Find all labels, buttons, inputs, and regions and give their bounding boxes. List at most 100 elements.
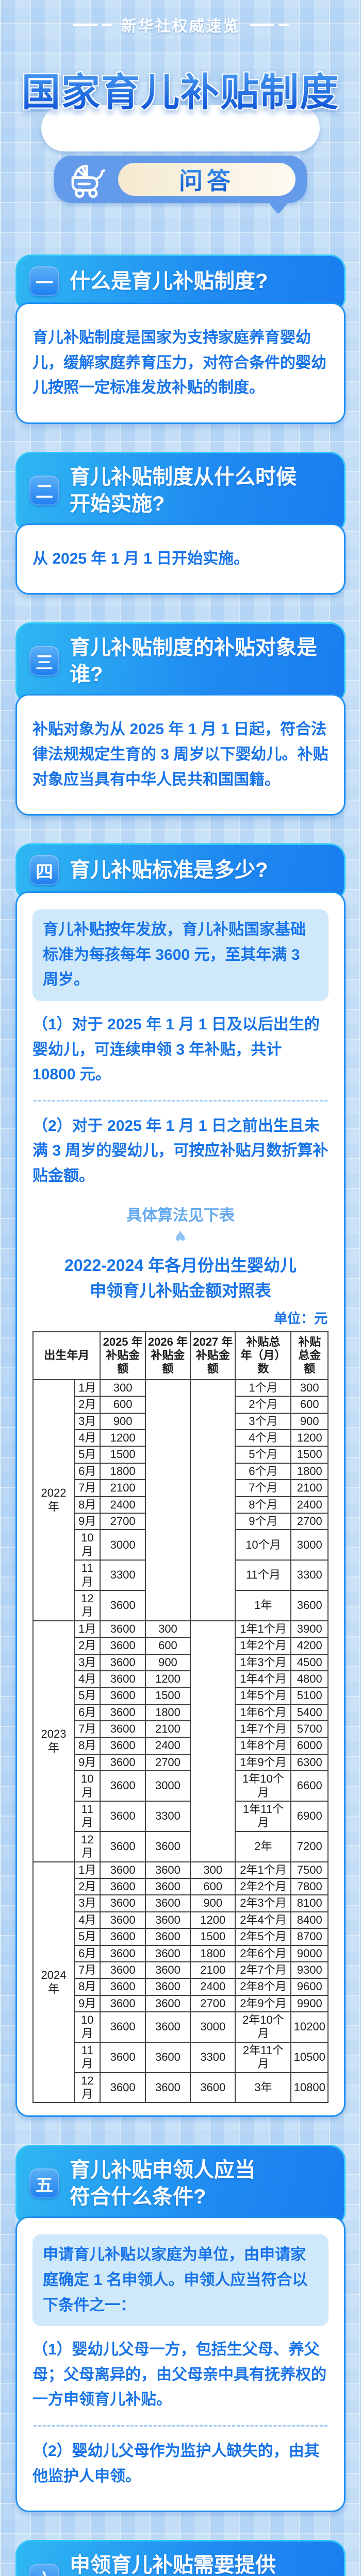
total-cell: 1800 [290, 1462, 329, 1481]
amount-cell: 300 [190, 1861, 236, 1879]
subsidy-table-head: 出生年月 2025 年 补贴金额 2026 年 补贴金额 2027 年 补贴金额 补贴总… [32, 1331, 329, 1380]
amount-cell: 3600 [100, 1653, 146, 1671]
total-cell: 6300 [290, 1753, 329, 1772]
amount-cell: 3600 [144, 1911, 191, 1929]
amount-cell: 900 [190, 1894, 236, 1912]
month-cell: 6月 [73, 1462, 101, 1481]
section-number-badge: 五 [29, 2168, 59, 2199]
amount-cell: 300 [100, 1379, 146, 1397]
year-cell: 2023 年 [32, 1620, 75, 1862]
amount-cell: 3000 [144, 1770, 191, 1802]
section-header: 六申领育儿补贴需要提供 哪些信息? [15, 2540, 346, 2576]
table-row: 8月 2400 8个月 2400 [33, 1496, 329, 1514]
table-row: 12月 3600 3600 3600 3年 10800 [33, 2072, 329, 2104]
total-cell: 4800 [290, 1670, 329, 1688]
duration-cell: 2年3个月 [235, 1894, 292, 1912]
total-cell: 5400 [290, 1703, 329, 1722]
heart-glyph: ♥ [175, 1226, 186, 1247]
amount-cell: 3600 [190, 2072, 236, 2104]
duration-cell: 2年9个月 [235, 1994, 292, 2013]
amount-cell: 1200 [190, 1911, 236, 1929]
total-cell: 9000 [290, 1944, 329, 1962]
amount-cell: 300 [144, 1620, 191, 1638]
amount-cell: 2400 [144, 1737, 191, 1755]
answer-paragraph: （1）对于 2025 年 1 月 1 日及以后出生的婴幼儿，可连续申领 3 年补… [32, 1015, 320, 1083]
month-cell: 3月 [73, 1894, 101, 1912]
amount-cell: 2700 [190, 1994, 236, 2013]
amount-cell: 900 [100, 1412, 146, 1431]
amount-cell: 3300 [190, 2041, 236, 2073]
amount-cell: 3600 [144, 1944, 191, 1962]
section-header: 三育儿补贴制度的补贴对象是谁? [15, 622, 346, 702]
month-cell: 1月 [73, 1861, 101, 1879]
duration-cell: 6个月 [235, 1462, 292, 1481]
table-header-row: 出生年月 2025 年 补贴金额 2026 年 补贴金额 2027 年 补贴金额 补贴总… [32, 1331, 329, 1380]
month-cell: 5月 [73, 1928, 101, 1946]
page-title: 国家育儿补贴制度 [0, 61, 361, 117]
amount-cell: 3600 [100, 1770, 146, 1802]
amount-cell: 3600 [144, 1831, 191, 1862]
month-cell: 1月 [73, 1620, 101, 1638]
section-header: 二育儿补贴制度从什么时候 开始实施? [15, 451, 346, 531]
amount-cell: 2100 [190, 1961, 236, 1979]
answer-paragraph: （2）对于 2025 年 1 月 1 日之前出生且未满 3 周岁的婴幼儿，可按应… [32, 1117, 329, 1184]
total-cell: 9600 [290, 1978, 329, 1996]
amount-cell: 3600 [100, 1944, 146, 1962]
duration-cell: 5个月 [235, 1446, 292, 1464]
duration-cell: 2年8个月 [235, 1978, 292, 1996]
amount-cell: 600 [100, 1396, 146, 1414]
amount-cell: 3600 [100, 1994, 146, 2013]
amount-cell: 3600 [100, 1928, 146, 1946]
total-cell: 2700 [290, 1512, 329, 1531]
table-pointer-note: 具体算法见下表 [126, 1207, 235, 1224]
amount-cell: 3600 [144, 2041, 191, 2073]
month-cell: 4月 [73, 1670, 101, 1688]
amount-cell: 1500 [190, 1928, 236, 1946]
total-cell: 6900 [290, 1801, 329, 1832]
table-row: 4月 3600 1200 1年4个月 4800 [33, 1670, 329, 1688]
stroller-icon [65, 161, 108, 198]
duration-cell: 8个月 [235, 1496, 292, 1514]
amount-cell: 600 [190, 1877, 236, 1896]
month-cell: 9月 [73, 1512, 101, 1531]
heart-down-arrow-icon: ♥ [32, 1226, 329, 1247]
total-cell: 300 [290, 1379, 329, 1397]
amount-cell: 3600 [144, 1861, 191, 1879]
sections: 一什么是育儿补贴制度? 育儿补贴制度是国家为支持家庭养育婴幼儿，缓解家庭养育压力，… [15, 255, 346, 2576]
duration-cell: 2个月 [235, 1396, 292, 1414]
qa-section-四: 四育儿补贴标准是多少? 育儿补贴按年发放，育儿补贴国家基础标准为每孩每年 3600… [15, 843, 346, 2117]
empty-cell [190, 1620, 236, 1862]
answer-paragraph: 育儿补贴制度是国家为支持家庭养育婴幼儿，缓解家庭养育压力，对符合条件的婴幼儿按照… [32, 329, 326, 397]
amount-cell: 3600 [100, 1720, 146, 1738]
duration-cell: 2年1个月 [235, 1861, 292, 1879]
section-number-badge: 四 [29, 855, 59, 886]
month-cell: 7月 [73, 1720, 101, 1738]
amount-cell: 1500 [100, 1446, 146, 1464]
total-cell: 10200 [290, 2011, 329, 2043]
dashed-divider [34, 2425, 327, 2427]
amount-cell: 3600 [100, 1801, 146, 1832]
total-cell: 4500 [290, 1653, 329, 1671]
table-row: 10月 3000 10个月 3000 [33, 1529, 329, 1561]
month-cell: 3月 [73, 1653, 101, 1671]
empty-cell [190, 1379, 236, 1621]
table-row: 2月 3600 3600 600 2年2个月 7800 [33, 1877, 329, 1896]
hero: 新华社权威速览 国家育儿补贴制度 问答 [0, 0, 361, 203]
section-answer-card: 补贴对象为从 2025 年 1 月 1 日起，符合法律法规规定生育的 3 周岁以… [15, 694, 346, 816]
section-answer-card: 育儿补贴按年发放，育儿补贴国家基础标准为每孩每年 3600 元，至其年满 3 周… [15, 891, 346, 2117]
year-cell: 2022 年 [32, 1379, 75, 1621]
section-title: 育儿补贴标准是多少? [70, 859, 268, 882]
qa-badge-label: 问答 [179, 162, 235, 196]
subsidy-table-body: 2022 年 1月 300 1个月 300 2月 600 2个月 600 3月 900 3个月 900 4… [32, 1379, 329, 2104]
amount-cell: 3600 [144, 2011, 191, 2043]
duration-cell: 1年5个月 [235, 1687, 292, 1705]
table-header-cell: 2026 年 补贴金额 [144, 1331, 191, 1380]
table-row: 12月 3600 1年 3600 [33, 1589, 329, 1621]
duration-cell: 4个月 [235, 1429, 292, 1447]
table-row: 10月 3600 3600 3000 2年10个月 10200 [33, 2011, 329, 2043]
table-row: 7月 2100 7个月 2100 [33, 1479, 329, 1497]
total-cell: 1200 [290, 1429, 329, 1447]
duration-cell: 2年4个月 [235, 1911, 292, 1929]
amount-cell: 600 [144, 1637, 191, 1655]
